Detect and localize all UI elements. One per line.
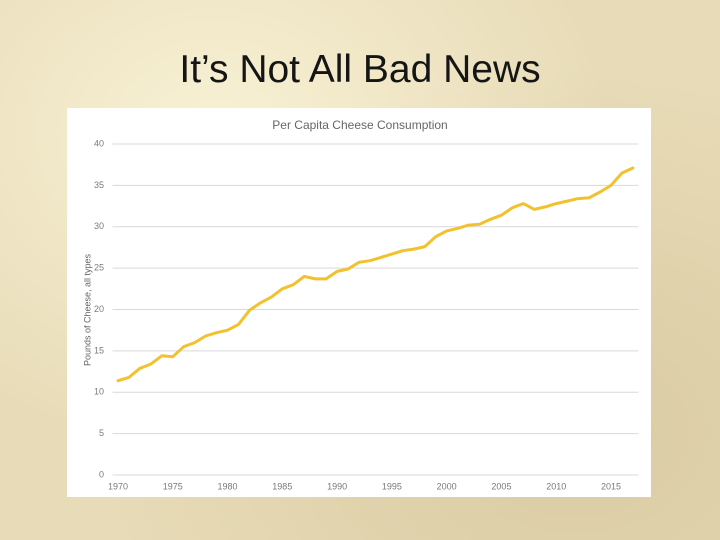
- y-tick-label: 0: [99, 469, 104, 479]
- y-tick-label: 30: [94, 221, 104, 231]
- x-tick-label: 1980: [218, 481, 238, 491]
- chart-title: Per Capita Cheese Consumption: [272, 118, 447, 132]
- y-tick-label: 40: [94, 138, 104, 148]
- slide-title: It’s Not All Bad News: [179, 48, 541, 91]
- y-axis-label: Pounds of Cheese, all types: [82, 253, 92, 366]
- x-tick-label: 2005: [491, 481, 511, 491]
- x-tick-label: 1970: [108, 481, 128, 491]
- x-tick-label: 2000: [437, 481, 457, 491]
- y-tick-label: 5: [99, 428, 104, 438]
- y-tick-label: 15: [94, 345, 104, 355]
- data-line: [116, 166, 635, 383]
- x-tick-label: 2010: [546, 481, 566, 491]
- y-tick-label: 10: [94, 387, 104, 397]
- y-tick-label: 20: [94, 304, 104, 314]
- y-tick-label: 25: [94, 263, 104, 273]
- chart-background: [67, 108, 651, 497]
- x-tick-label: 1990: [327, 481, 347, 491]
- x-tick-label: 1995: [382, 481, 402, 491]
- x-tick-label: 2015: [601, 481, 621, 491]
- y-tick-label: 35: [94, 180, 104, 190]
- x-tick-label: 1975: [163, 481, 183, 491]
- x-tick-label: 1985: [272, 481, 292, 491]
